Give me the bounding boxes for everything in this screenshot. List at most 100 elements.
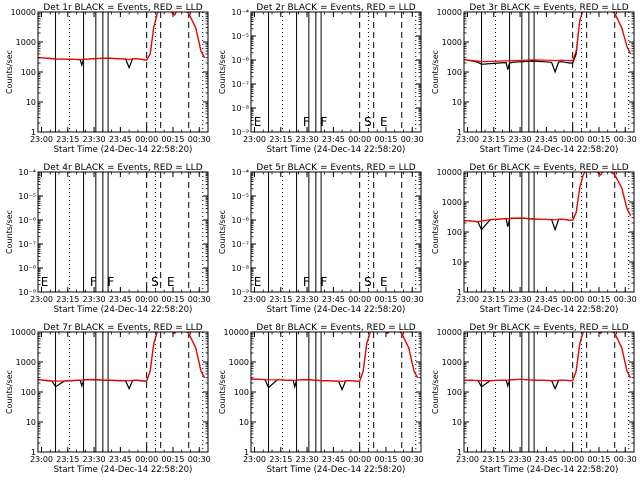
panel-title: Det 6r BLACK = Events, RED = LLD [469,163,628,173]
series-group [251,332,419,392]
x-tick-label: 23:15 [482,135,505,144]
plot-frame [250,11,422,133]
y-tick-label: 10 [26,418,36,427]
y-tick-label: 1 [457,128,462,137]
x-tick-label: 00:00 [135,295,158,304]
y-tick-label: 1000 [442,358,462,367]
series-line-events [464,172,632,232]
x-tick-label: 00:30 [188,455,211,464]
series-line-lld [38,332,206,382]
x-tick-label: 00:30 [401,295,424,304]
panel-det-1r: Det 1r BLACK = Events, RED = LLD 1 10 100 10… [5,3,211,155]
y-tick-label: 10⁻⁷ [18,240,36,249]
x-tick-label: 23:15 [56,135,79,144]
x-tick-label: 23:30 [296,295,319,304]
y-tick-label: 10⁻⁵ [18,192,36,201]
x-tick-label: 23:00 [243,455,266,464]
y-axis-label: Counts/sec [5,370,14,414]
y-axis-label: Counts/sec [431,370,440,414]
y-tick-label: 1 [244,448,249,457]
x-tick-label: 23:45 [109,295,132,304]
y-tick-label: 10000 [437,328,462,337]
series-line-lld [251,332,419,383]
panel-title: Det 3r BLACK = Events, RED = LLD [469,3,628,13]
x-tick-label: 00:15 [374,135,397,144]
plot-frame [463,331,635,453]
y-tick-label: 10000 [437,8,462,17]
y-tick-label: 1 [31,128,36,137]
y-tick-label: 10⁻⁸ [18,264,36,273]
x-tick-label: 00:00 [348,455,371,464]
x-tick-label: 23:15 [269,455,292,464]
panel-det-3r: Det 3r BLACK = Events, RED = LLD 1 10 100 10… [431,3,637,155]
x-tick-label: 23:45 [322,455,345,464]
y-tick-label: 10000 [11,328,36,337]
y-tick-label: 10000 [11,8,36,17]
x-tick-label: 00:00 [561,135,584,144]
y-tick-label: 1000 [442,198,462,207]
y-axis-label: Counts/sec [5,50,14,94]
x-tick-label: 00:00 [348,295,371,304]
y-tick-label: 10⁻⁴ [18,168,36,177]
y-tick-label: 10000 [224,328,249,337]
x-tick-label: 23:45 [322,135,345,144]
x-tick-label: 00:30 [614,455,637,464]
flag-label: E [167,275,175,289]
flag-label: F [107,275,114,289]
y-tick-label: 1 [457,448,462,457]
y-tick-label: 10 [452,98,462,107]
panel-title: Det 8r BLACK = Events, RED = LLD [256,323,415,333]
x-tick-label: 23:45 [109,135,132,144]
y-tick-label: 1 [457,288,462,297]
y-axis-label: Counts/sec [218,210,227,254]
y-tick-label: 1000 [16,358,36,367]
flag-label: E [380,115,388,129]
y-tick-label: 1000 [442,38,462,47]
x-tick-label: 23:15 [269,295,292,304]
x-tick-label: 23:15 [56,295,79,304]
y-axis-label: Counts/sec [218,370,227,414]
panel-det-8r: Det 8r BLACK = Events, RED = LLD 1 10 100 10… [218,323,424,475]
panel-title: Det 7r BLACK = Events, RED = LLD [43,323,202,333]
x-tick-label: 00:15 [587,455,610,464]
x-tick-label: 00:00 [561,455,584,464]
x-tick-label: 23:00 [456,455,479,464]
flag-label: F [303,275,310,289]
y-tick-label: 1 [31,448,36,457]
y-tick-label: 1000 [229,358,249,367]
y-tick-label: 10⁻⁴ [231,8,249,17]
x-axis-label: Start Time (24-Dec-14 22:58:20) [54,145,193,155]
x-tick-label: 00:00 [348,135,371,144]
plot-frame [463,11,635,133]
x-tick-label: 00:15 [161,295,184,304]
y-tick-label: 10⁻⁵ [231,32,249,41]
x-tick-label: 23:30 [83,455,106,464]
x-tick-label: 00:30 [188,135,211,144]
y-tick-label: 10⁻⁵ [231,192,249,201]
x-tick-label: 23:30 [509,455,532,464]
flag-label: F [90,275,97,289]
x-tick-label: 23:15 [56,455,79,464]
x-tick-label: 23:30 [83,295,106,304]
y-tick-label: 100 [447,228,462,237]
flag-label: F [303,115,310,129]
plot-frame [463,171,635,293]
x-tick-label: 23:00 [30,295,53,304]
x-tick-label: 00:00 [561,295,584,304]
y-tick-label: 10⁻⁹ [231,288,249,297]
series-line-events [38,332,206,391]
x-tick-label: 23:45 [322,295,345,304]
y-axis-label: Counts/sec [431,210,440,254]
y-tick-label: 1000 [16,38,36,47]
x-tick-label: 23:00 [30,455,53,464]
x-tick-label: 23:30 [509,295,532,304]
x-tick-label: 00:15 [374,455,397,464]
x-tick-label: 23:45 [535,455,558,464]
y-tick-label: 10⁻⁷ [231,80,249,89]
series-line-events [464,12,632,74]
series-group [38,332,206,391]
panel-det-7r: Det 7r BLACK = Events, RED = LLD 1 10 100 10… [5,323,211,475]
